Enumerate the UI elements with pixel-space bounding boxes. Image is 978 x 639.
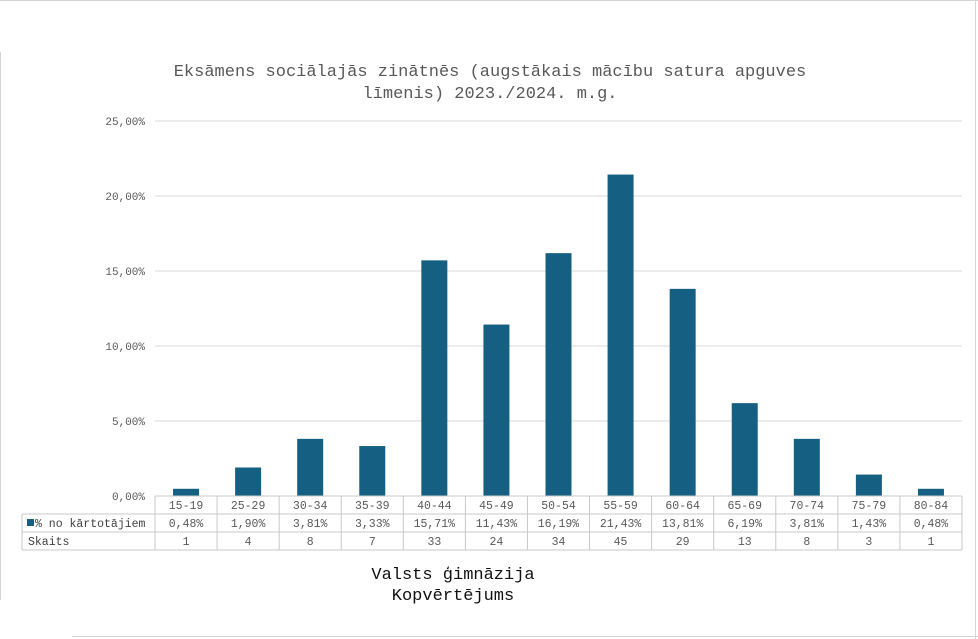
data-label: 0,48% [914, 518, 949, 531]
bar [731, 403, 758, 496]
data-label: 8 [803, 536, 810, 549]
table-row-label: Skaits [28, 536, 69, 549]
y-tick-label: 15,00% [105, 267, 145, 279]
data-label: 11,43% [476, 518, 518, 531]
bar [421, 260, 448, 496]
data-label: 1,43% [852, 518, 887, 531]
x-tick-label: 80-84 [914, 500, 949, 513]
data-label: 8 [307, 536, 314, 549]
y-tick-label: 5,00% [112, 417, 145, 429]
y-tick-label: 20,00% [105, 192, 145, 204]
y-tick-label: 25,00% [105, 117, 145, 129]
bar [855, 474, 882, 496]
data-label: 3 [865, 536, 872, 549]
x-tick-label: 35-39 [355, 500, 390, 513]
bar [917, 488, 944, 496]
x-tick-label: 45-49 [479, 500, 514, 513]
frame-top-border [0, 0, 978, 1]
x-tick-label: 60-64 [665, 500, 700, 513]
caption-line-2: Kopvērtējums [391, 587, 515, 606]
data-label: 3,33% [355, 518, 390, 531]
data-label: 13,81% [662, 518, 704, 531]
bar [669, 288, 696, 496]
legend-key [27, 519, 34, 526]
data-label: 45 [614, 536, 628, 549]
data-label: 21,43% [600, 518, 642, 531]
frame-right-border [975, 0, 976, 639]
data-label: 0,48% [169, 518, 204, 531]
frame-left-border [0, 52, 1, 600]
bar [173, 488, 200, 496]
data-label: 24 [490, 536, 504, 549]
data-label: 13 [738, 536, 752, 549]
x-tick-label: 55-59 [603, 500, 638, 513]
x-tick-label: 25-29 [231, 500, 266, 513]
data-label: 6,19% [727, 518, 762, 531]
x-tick-label: 40-44 [417, 500, 452, 513]
chart-title-line-1: Eksāmens sociālajās zinātnēs (augstākais… [173, 63, 807, 82]
x-tick-label: 30-34 [293, 500, 328, 513]
data-label: 1 [928, 536, 935, 549]
bar [793, 438, 820, 496]
bar [483, 324, 510, 496]
x-tick-label: 65-69 [727, 500, 762, 513]
chart-title-line-2: līmenis) 2023./2024. m.g. [362, 85, 618, 104]
data-label: 16,19% [538, 518, 580, 531]
bar [607, 174, 634, 497]
x-tick-label: 50-54 [541, 500, 576, 513]
chart-title: Eksāmens sociālajās zinātnēs (augstākais… [140, 62, 840, 106]
bar [235, 467, 262, 496]
x-tick-label: 70-74 [790, 500, 825, 513]
data-label: 34 [552, 536, 566, 549]
data-label: 1,90% [231, 518, 266, 531]
bar [359, 446, 386, 496]
data-label: 3,81% [790, 518, 825, 531]
caption-line-1: Valsts ģimnāzija [371, 566, 535, 585]
data-label: 15,71% [414, 518, 456, 531]
y-tick-label: 0,00% [112, 492, 145, 504]
data-label: 3,81% [293, 518, 328, 531]
y-tick-label: 10,00% [105, 342, 145, 354]
data-label: 7 [369, 536, 376, 549]
data-label: 33 [427, 536, 441, 549]
data-label: 4 [245, 536, 252, 549]
bar [545, 253, 572, 496]
bar [297, 438, 324, 496]
x-tick-label: 75-79 [852, 500, 887, 513]
frame-bottom-border [72, 636, 978, 637]
legend-label: % no kārtotājiem [35, 518, 146, 531]
x-tick-label: 15-19 [169, 500, 204, 513]
data-label: 29 [676, 536, 690, 549]
data-label: 1 [183, 536, 190, 549]
